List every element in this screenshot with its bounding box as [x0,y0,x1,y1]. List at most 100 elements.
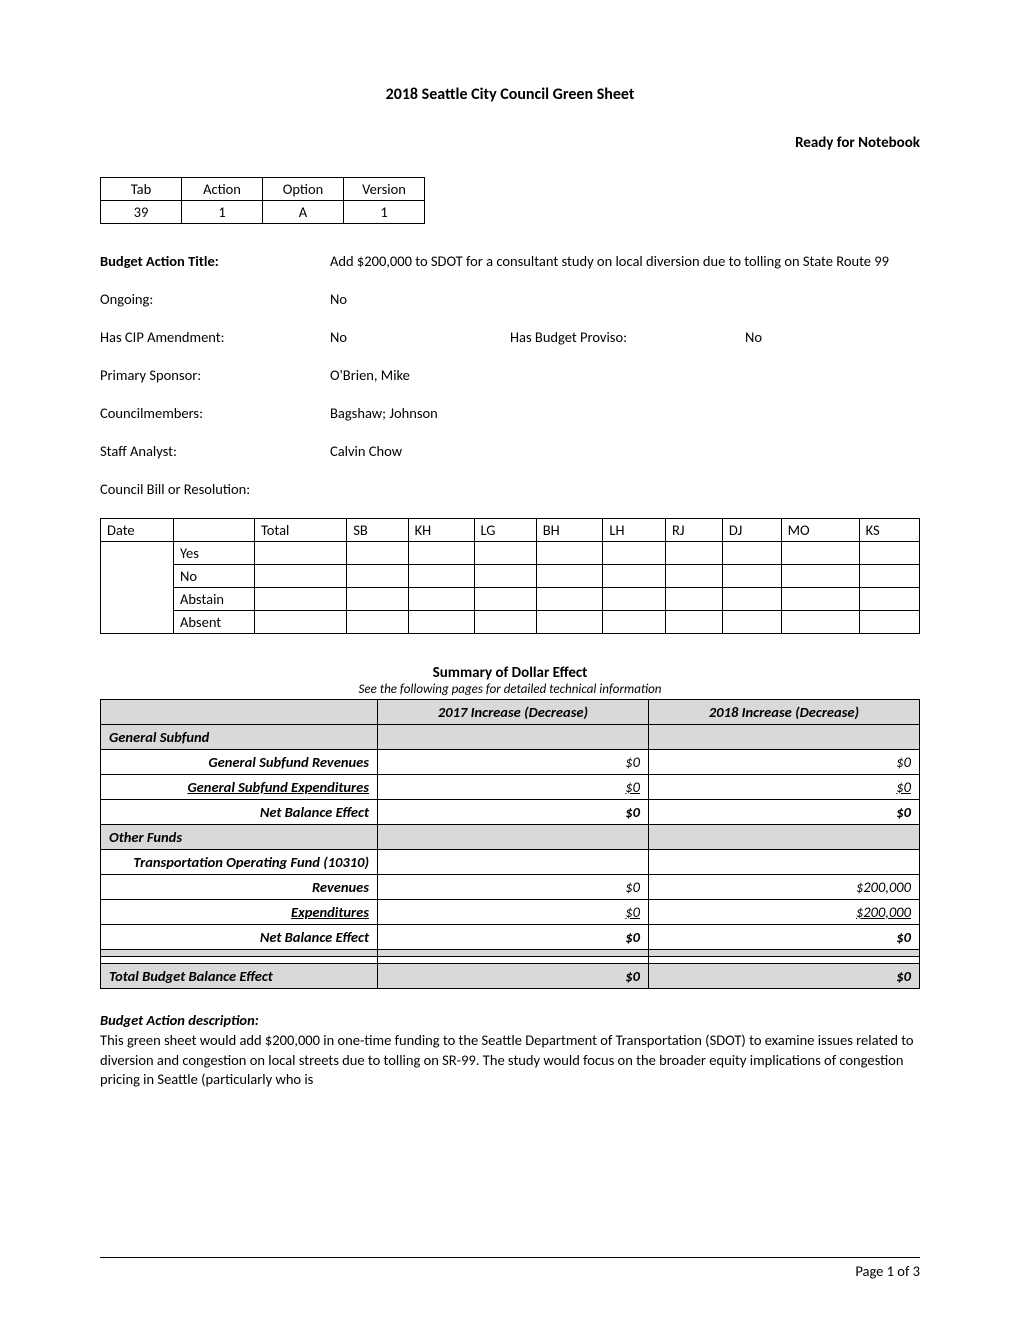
summary-row-2018: $0 [649,750,920,775]
vote-header-cell: LH [603,519,666,542]
vote-row-abstain: Abstain [101,588,920,611]
summary-row: Net Balance Effect$0$0 [101,800,920,825]
vote-table: DateTotalSBKHLGBHLHRJDJMOKS Yes No Absta… [100,518,920,634]
summary-row: General Subfund Revenues$0$0 [101,750,920,775]
id-value-tab: 39 [101,201,182,224]
id-value-version: 1 [344,201,425,224]
summary-row-2017: $0 [378,900,649,925]
summary-row-2017: $0 [378,775,649,800]
label: Councilmembers: [100,404,330,422]
summary-row: Other Funds [101,825,920,850]
label-proviso: Has Budget Proviso: [510,328,745,346]
summary-row-2018 [649,725,920,750]
summary-row-2018: $0 [649,800,920,825]
summary-row-2017 [378,825,649,850]
summary-row-2018 [649,850,920,875]
summary-row-2017 [378,725,649,750]
summary-row-2017: $0 [378,750,649,775]
field-staff-analyst: Staff Analyst: Calvin Chow [100,442,920,460]
summary-row-label: General Subfund Revenues [101,750,378,775]
vote-label-abstain: Abstain [174,588,255,611]
summary-row-label: Net Balance Effect [101,925,378,950]
vote-header-cell: BH [536,519,603,542]
summary-row-2018: $0 [649,925,920,950]
vote-header-cell: SB [347,519,408,542]
summary-header-2017: 2017 Increase (Decrease) [378,700,649,725]
summary-row-2017: $0 [378,964,649,989]
summary-row-2018: $200,000 [649,900,920,925]
label: Council Bill or Resolution: [100,480,250,498]
summary-subtitle: See the following pages for detailed tec… [100,682,920,697]
summary-row-2018 [649,825,920,850]
label: Budget Action Title: [100,252,330,270]
summary-title: Summary of Dollar Effect [100,664,920,682]
id-value-action: 1 [182,201,263,224]
page-footer: Page 1 of 3 [100,1257,920,1280]
summary-row-label: General Subfund [101,725,378,750]
description-body: This green sheet would add $200,000 in o… [100,1031,920,1090]
summary-row: General Subfund [101,725,920,750]
summary-row-label: Revenues [101,875,378,900]
summary-row [101,957,920,964]
label: Staff Analyst: [100,442,330,460]
value [250,480,920,498]
value: Calvin Chow [330,442,920,460]
summary-row-label: Total Budget Balance Effect [101,964,378,989]
summary-row-label [101,950,378,957]
summary-row-label [101,957,378,964]
summary-row-2018: $0 [649,775,920,800]
summary-row-2018: $0 [649,964,920,989]
field-primary-sponsor: Primary Sponsor: O'Brien, Mike [100,366,920,384]
summary-row-label: Net Balance Effect [101,800,378,825]
summary-row: Total Budget Balance Effect$0$0 [101,964,920,989]
vote-header-cell: RJ [666,519,723,542]
vote-header-cell [174,519,255,542]
id-header-tab: Tab [101,178,182,201]
summary-header-blank [101,700,378,725]
summary-row [101,950,920,957]
field-cip-proviso-row: Has CIP Amendment: No Has Budget Proviso… [100,328,920,346]
vote-label-no: No [174,565,255,588]
id-header-option: Option [263,178,344,201]
vote-row-absent: Absent [101,611,920,634]
summary-row-2017: $0 [378,925,649,950]
status-label: Ready for Notebook [100,134,920,152]
vote-header-cell: MO [781,519,859,542]
summary-row-label: Expenditures [101,900,378,925]
label: Primary Sponsor: [100,366,330,384]
summary-row-2017: $0 [378,800,649,825]
field-budget-action-title: Budget Action Title: Add $200,000 to SDO… [100,252,920,270]
value: Bagshaw; Johnson [330,404,920,422]
vote-header-cell: LG [474,519,536,542]
summary-row: Net Balance Effect$0$0 [101,925,920,950]
value: No [330,290,920,308]
id-header-action: Action [182,178,263,201]
summary-row: Transportation Operating Fund (10310) [101,850,920,875]
summary-header-2018: 2018 Increase (Decrease) [649,700,920,725]
value-cip: No [330,328,510,346]
summary-row-2017 [378,850,649,875]
vote-header-cell: KS [859,519,919,542]
vote-header-cell: Date [101,519,174,542]
id-header-version: Version [344,178,425,201]
label-cip: Has CIP Amendment: [100,328,330,346]
page-title: 2018 Seattle City Council Green Sheet [100,85,920,104]
vote-row-yes: Yes [101,542,920,565]
value: Add $200,000 to SDOT for a consultant st… [330,252,920,270]
summary-row: Expenditures$0$200,000 [101,900,920,925]
summary-row: General Subfund Expenditures$0$0 [101,775,920,800]
summary-row-label: Other Funds [101,825,378,850]
vote-header-row: DateTotalSBKHLGBHLHRJDJMOKS [101,519,920,542]
description-title: Budget Action description: [100,1011,920,1029]
value-proviso: No [745,328,762,346]
vote-row-no: No [101,565,920,588]
vote-header-cell: KH [408,519,474,542]
page: 2018 Seattle City Council Green Sheet Re… [0,0,1020,1320]
summary-row-2017 [378,957,649,964]
label: Ongoing: [100,290,330,308]
field-councilmembers: Councilmembers: Bagshaw; Johnson [100,404,920,422]
page-number: Page 1 of 3 [855,1262,920,1280]
summary-table: 2017 Increase (Decrease) 2018 Increase (… [100,699,920,989]
summary-row-2018: $200,000 [649,875,920,900]
summary-row-2018 [649,957,920,964]
